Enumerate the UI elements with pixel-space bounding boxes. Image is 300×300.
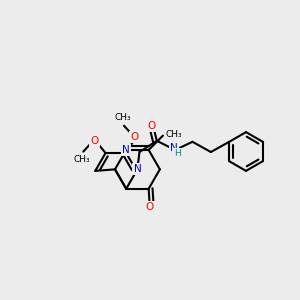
Text: O: O [90,136,99,146]
Text: O: O [130,132,139,142]
Text: H: H [174,149,181,158]
Text: CH₃: CH₃ [74,155,90,164]
Text: N: N [170,143,178,154]
Text: O: O [147,121,155,130]
Text: N: N [134,164,141,174]
Text: O: O [146,202,154,212]
Text: CH₃: CH₃ [114,113,131,122]
Text: CH₃: CH₃ [166,130,182,139]
Text: N: N [122,145,130,155]
